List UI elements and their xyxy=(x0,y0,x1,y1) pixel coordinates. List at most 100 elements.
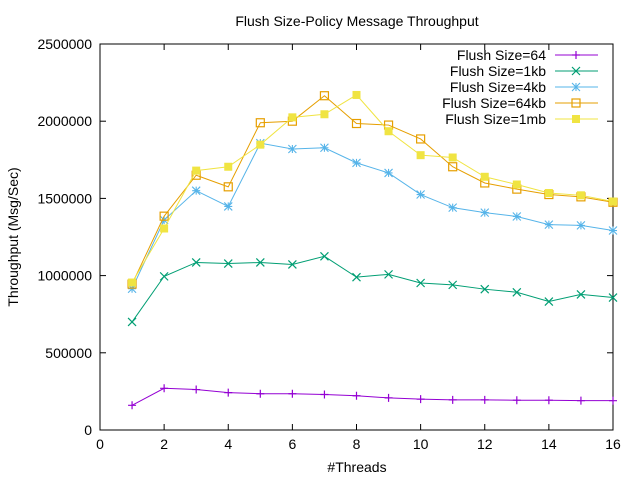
data-point xyxy=(223,259,233,268)
data-point xyxy=(448,395,457,404)
legend-item: Flush Size=1mb xyxy=(445,111,598,127)
data-point xyxy=(608,226,618,235)
data-point xyxy=(448,153,457,162)
x-axis-label: #Threads xyxy=(327,459,386,475)
data-point xyxy=(287,260,297,269)
data-point xyxy=(544,297,554,306)
legend-item: Flush Size=1kb xyxy=(450,63,598,79)
series-3 xyxy=(127,138,618,294)
data-point xyxy=(416,190,426,199)
x-tick-label: 4 xyxy=(224,436,232,452)
data-point xyxy=(608,293,618,302)
series-1 xyxy=(128,384,617,410)
data-point xyxy=(127,317,137,327)
data-point xyxy=(416,395,425,404)
data-point xyxy=(512,396,521,405)
series-line xyxy=(131,387,613,406)
legend-marker xyxy=(572,115,580,123)
legend-label: Flush Size=64kb xyxy=(442,95,546,111)
data-point xyxy=(352,158,361,168)
x-tick-label: 12 xyxy=(477,436,493,452)
series-line xyxy=(131,255,614,323)
data-point xyxy=(512,287,522,297)
y-tick-label: 500000 xyxy=(45,345,92,361)
data-point xyxy=(320,390,329,399)
x-tick-label: 8 xyxy=(353,436,361,452)
data-point xyxy=(160,384,169,393)
data-point xyxy=(448,280,458,290)
series-line xyxy=(131,94,614,283)
data-point xyxy=(160,224,169,233)
data-point xyxy=(544,396,553,405)
data-point xyxy=(352,90,361,99)
legend-item: Flush Size=4kb xyxy=(450,79,598,95)
data-point xyxy=(256,389,265,398)
data-point xyxy=(576,290,586,299)
legend-label: Flush Size=64 xyxy=(457,47,546,63)
y-tick-label: 1000000 xyxy=(37,268,92,284)
legend-marker xyxy=(571,66,581,76)
x-tick-label: 6 xyxy=(288,436,296,452)
series-2 xyxy=(127,251,618,327)
data-point xyxy=(255,118,265,128)
data-point xyxy=(576,191,585,200)
x-tick-label: 16 xyxy=(605,436,621,452)
data-point xyxy=(512,180,521,189)
y-tick-label: 1500000 xyxy=(37,190,92,206)
data-point xyxy=(384,127,393,136)
data-point xyxy=(287,144,297,154)
data-point xyxy=(224,162,233,171)
x-tick-label: 0 xyxy=(96,436,104,452)
x-tick-label: 14 xyxy=(541,436,557,452)
y-tick-label: 2500000 xyxy=(37,36,92,52)
data-point xyxy=(544,188,553,197)
series-line xyxy=(131,95,614,285)
y-axis-label: Throughput (Msg/Sec) xyxy=(5,167,21,306)
data-point xyxy=(448,203,458,213)
data-point xyxy=(159,271,169,281)
data-point xyxy=(127,284,137,294)
legend-marker xyxy=(571,82,581,92)
chart-title: Flush Size-Policy Message Throughput xyxy=(235,13,478,29)
series-line xyxy=(131,142,614,289)
data-point xyxy=(576,396,585,405)
data-point xyxy=(351,118,362,129)
data-point xyxy=(223,182,233,192)
data-point xyxy=(609,197,617,206)
data-point xyxy=(159,211,169,221)
legend-marker xyxy=(571,98,581,108)
data-point xyxy=(480,284,490,294)
plot-area: 0 2 4 6 8 10 12 14 16 0 500000 1000000 1500000 200000… xyxy=(37,36,621,452)
data-point xyxy=(609,396,617,405)
data-point xyxy=(255,258,265,267)
data-point xyxy=(512,212,522,221)
y-tick-label: 0 xyxy=(84,422,92,438)
data-point xyxy=(416,151,425,160)
y-tick-label: 2000000 xyxy=(37,113,92,129)
legend-item: Flush Size=64kb xyxy=(442,95,598,111)
x-tick-label: 2 xyxy=(160,436,168,452)
legend-item: Flush Size=64 xyxy=(457,47,598,63)
legend-label: Flush Size=4kb xyxy=(450,79,546,95)
data-point xyxy=(288,389,297,398)
data-point xyxy=(384,393,393,402)
data-point xyxy=(191,258,201,267)
data-point xyxy=(256,140,265,149)
data-point xyxy=(320,251,329,261)
legend-marker xyxy=(572,51,580,59)
data-point xyxy=(319,91,330,101)
data-point xyxy=(320,110,329,119)
data-point xyxy=(480,208,490,217)
data-point xyxy=(416,134,426,144)
legend-label: Flush Size=1mb xyxy=(445,111,546,127)
data-point xyxy=(128,278,137,287)
data-point xyxy=(288,113,297,122)
x-tick-label: 10 xyxy=(413,436,429,452)
series-5 xyxy=(128,90,617,287)
legend-label: Flush Size=1kb xyxy=(450,63,546,79)
data-point xyxy=(320,143,329,153)
data-point xyxy=(544,220,554,230)
